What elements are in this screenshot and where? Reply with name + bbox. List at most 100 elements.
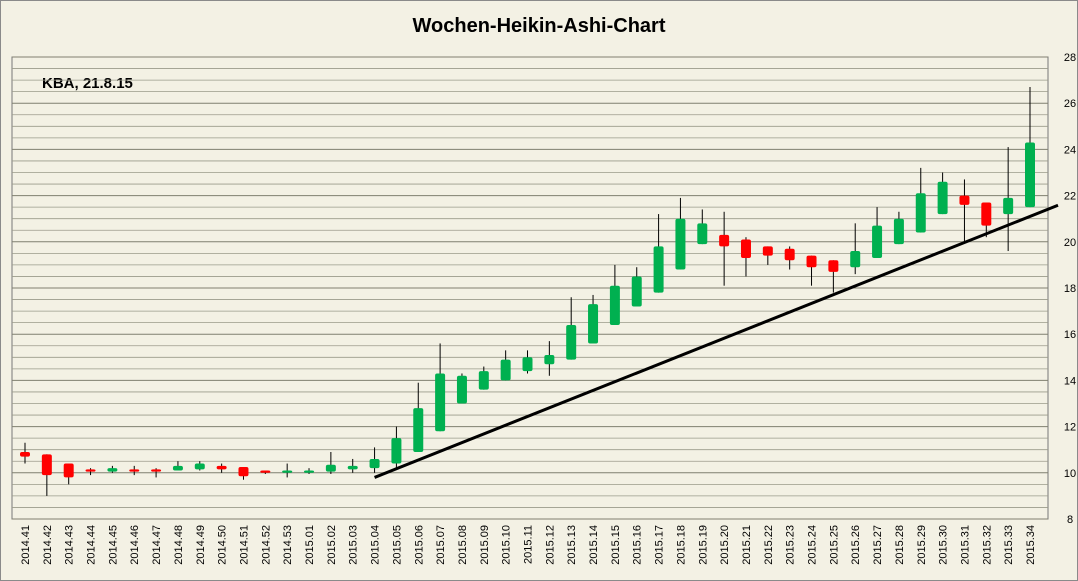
y-tick-label: 26 [1064, 98, 1076, 110]
candle-body [653, 246, 664, 293]
x-tick-label: 2015.29 [916, 525, 928, 565]
x-tick-label: 2015.33 [1003, 525, 1015, 565]
x-tick-label: 2015.04 [370, 525, 382, 565]
candle-body [85, 469, 96, 472]
x-tick-label: 2015.07 [435, 525, 447, 565]
x-tick-label: 2015.13 [566, 525, 578, 565]
candle-body [959, 195, 970, 205]
x-tick-label: 2014.42 [42, 525, 54, 565]
x-tick-label: 2015.15 [610, 525, 622, 565]
candle-body [238, 467, 249, 477]
x-tick-label: 2014.46 [129, 525, 141, 565]
candle-body [20, 452, 30, 457]
trendline [374, 203, 1059, 479]
x-tick-label: 2015.20 [719, 525, 731, 565]
candle-body [697, 223, 708, 245]
candle-body [151, 469, 162, 472]
x-tick-label: 2015.03 [348, 525, 360, 565]
candle-body [260, 470, 271, 473]
x-tick-label: 2014.52 [260, 525, 272, 565]
x-tick-label: 2015.31 [959, 525, 971, 565]
candle-body [915, 193, 926, 233]
candle-body [500, 359, 511, 381]
candle-body [129, 469, 140, 472]
y-tick-label: 8 [1067, 514, 1073, 526]
x-tick-label: 2014.43 [64, 525, 76, 565]
candle-body [893, 218, 904, 245]
x-tick-label: 2015.27 [872, 525, 884, 565]
candle-body [544, 354, 555, 365]
candle-body [1003, 197, 1014, 215]
candle-body [675, 218, 686, 270]
y-tick-label: 12 [1064, 422, 1076, 434]
x-tick-label: 2015.18 [675, 525, 687, 565]
x-tick-label: 2015.26 [850, 525, 862, 565]
candle-body [937, 181, 948, 215]
candle-body [478, 371, 489, 390]
candle-body [828, 260, 839, 272]
x-tick-label: 2015.09 [479, 525, 491, 565]
candle-body [609, 285, 620, 325]
candle-body [981, 202, 992, 226]
x-tick-label: 2014.47 [151, 525, 163, 565]
y-tick-label: 28 [1064, 52, 1076, 64]
candle-body [391, 438, 402, 464]
chart-title: Wochen-Heikin-Ashi-Chart [413, 15, 666, 37]
candle-body [435, 373, 446, 432]
candle-body [522, 357, 533, 372]
candle-body [588, 304, 599, 344]
candle-body [304, 470, 315, 473]
candle-body [41, 454, 52, 476]
candle-body [806, 255, 817, 268]
x-tick-label: 2015.14 [588, 525, 600, 565]
x-tick-label: 2015.06 [413, 525, 425, 565]
x-tick-label: 2015.01 [304, 525, 316, 565]
y-tick-label: 22 [1064, 191, 1076, 203]
candle-body [456, 375, 467, 404]
candle-body [347, 465, 358, 470]
x-tick-label: 2015.34 [1025, 525, 1037, 565]
y-tick-label: 14 [1064, 375, 1076, 387]
x-tick-label: 2014.50 [217, 525, 229, 565]
x-tick-label: 2015.16 [632, 525, 644, 565]
candle-body [784, 248, 795, 261]
x-tick-label: 2015.23 [785, 525, 797, 565]
y-tick-label: 16 [1064, 329, 1076, 341]
candle-body [719, 234, 730, 247]
x-tick-label: 2015.25 [828, 525, 840, 565]
x-tick-label: 2015.19 [697, 525, 709, 565]
candle-body [282, 470, 293, 473]
candle-body [63, 463, 74, 478]
x-tick-label: 2015.22 [763, 525, 775, 565]
x-tick-label: 2015.30 [938, 525, 950, 565]
x-tick-label: 2015.24 [807, 525, 819, 565]
candle-body [872, 225, 883, 258]
candle-body [325, 464, 336, 472]
candle-body [369, 458, 380, 469]
candle-body [1025, 142, 1035, 208]
x-tick-label: 2014.41 [20, 525, 32, 565]
candle-body [850, 251, 861, 268]
y-tick-label: 24 [1064, 144, 1076, 156]
candle-body [194, 463, 205, 470]
y-tick-label: 18 [1064, 283, 1076, 295]
x-tick-label: 2015.17 [654, 525, 666, 565]
x-tick-label: 2015.08 [457, 525, 469, 565]
x-tick-label: 2014.49 [195, 525, 207, 565]
candle-body [216, 465, 227, 470]
x-tick-label: 2014.44 [86, 525, 98, 565]
x-tick-label: 2015.10 [501, 525, 513, 565]
x-tick-label: 2015.11 [523, 525, 535, 564]
x-tick-label: 2015.21 [741, 525, 753, 565]
candle-body [172, 465, 183, 471]
y-tick-label: 10 [1064, 468, 1076, 480]
x-tick-label: 2015.32 [981, 525, 993, 565]
x-tick-label: 2015.05 [391, 525, 403, 565]
x-tick-label: 2014.51 [238, 525, 250, 565]
candle-body [566, 324, 577, 360]
annotation: KBA, 21.8.15 [42, 75, 133, 92]
x-tick-label: 2015.12 [544, 525, 556, 565]
x-tick-label: 2015.28 [894, 525, 906, 565]
x-tick-label: 2014.53 [282, 525, 294, 565]
